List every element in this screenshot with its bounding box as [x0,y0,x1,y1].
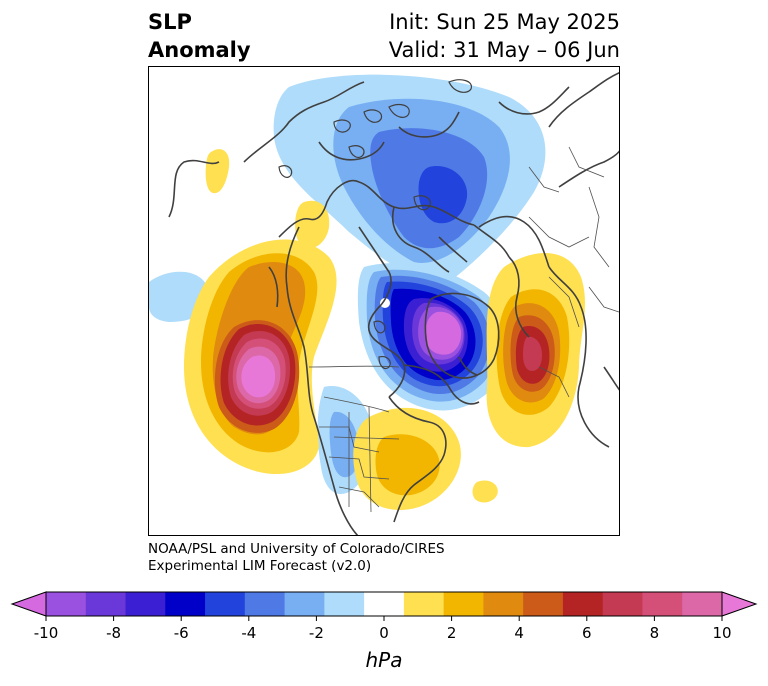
valid-date: Valid: 31 May – 06 Jun [388,38,620,62]
missing-data-dot [380,298,390,308]
colorbar-tick-label: -4 [241,624,256,642]
colorbar-segment [46,592,87,616]
forecast-dates: Init: Sun 25 May 2025 Valid: 31 May – 06… [389,8,620,64]
coastlines [168,72,619,535]
attribution-line-1: NOAA/PSL and University of Colorado/CIRE… [148,541,445,557]
positive-anomaly-small-north [205,149,330,249]
colorbar-tick-label: -8 [106,624,121,642]
map-panel [148,66,620,536]
colorbar-segment [205,592,246,616]
colorbar-tick-label: 0 [379,624,389,642]
colorbar-tick-label: 2 [447,624,457,642]
title-line-1: SLP [148,10,192,34]
colorbar-blocks [10,591,758,617]
colorbar-segment [125,592,166,616]
colorbar-segment [682,592,723,616]
title-line-2: Anomaly [148,38,251,62]
colorbar-extend-high [721,591,758,617]
init-date: Init: Sun 25 May 2025 [389,10,620,34]
colorbar-tick-label: 4 [514,624,524,642]
colorbar-tick-label: 10 [712,624,731,642]
negative-anomaly-greenland [357,263,507,411]
colorbar-tick-label: -6 [174,624,189,642]
arctic-islands [278,79,473,370]
colorbar-segment [483,592,524,616]
colorbar: -10 -8 -6 -4 -2 0 2 4 6 8 10 [10,591,758,642]
colorbar-segment [165,592,206,616]
positive-anomaly-atlantic [486,253,585,448]
colorbar-segment [443,592,484,616]
colorbar-segment [244,592,286,616]
map-title: SLP Anomaly [148,8,251,64]
colorbar-segment [364,592,405,616]
colorbar-segment [562,592,604,616]
colorbar-tick-label: 8 [650,624,660,642]
attribution-line-2: Experimental LIM Forecast (v2.0) [148,558,372,574]
colorbar-tick-label: -2 [309,624,324,642]
colorbar-segment [284,592,325,616]
attribution: NOAA/PSL and University of Colorado/CIRE… [148,541,445,575]
colorbar-segment [602,592,643,616]
political-borders [308,146,619,513]
colorbar-segment [85,592,127,616]
colorbar-extend-low [10,591,47,617]
colorbar-segment [403,592,445,616]
colorbar-segment [523,592,564,616]
colorbar-ticks: -10 -8 -6 -4 -2 0 2 4 6 8 10 [34,616,732,642]
colorbar-tick-label: 6 [582,624,592,642]
positive-anomaly-eastern-us [353,407,498,511]
colorbar-segment [324,592,365,616]
colorbar-unit-label: hPa [365,648,403,672]
anomaly-map [149,72,619,535]
positive-anomaly-pacific [184,239,337,475]
colorbar-tick-label: -10 [34,624,59,642]
colorbar-segment [642,592,683,616]
